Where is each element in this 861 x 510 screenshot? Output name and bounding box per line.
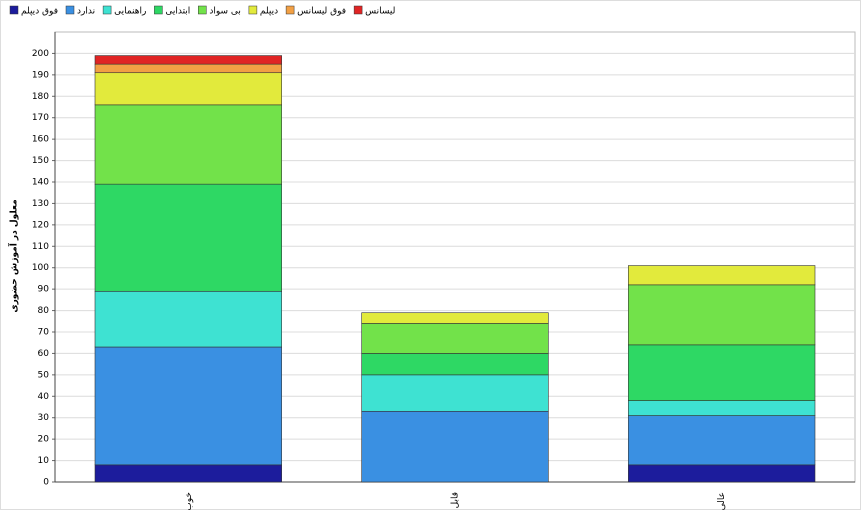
y-tick-label: 30 [38, 413, 50, 423]
x-tick-label: خوب [184, 492, 194, 510]
bar-segment [94, 55, 282, 65]
legend-label: ندارد [77, 7, 95, 17]
bar-segment [361, 374, 549, 412]
y-tick-label: 80 [38, 306, 50, 316]
legend-swatch [285, 5, 295, 15]
legend-swatch [102, 5, 112, 15]
y-axis-label: معلول در آموزش حضوری [8, 199, 20, 312]
bar-segment [94, 346, 282, 466]
y-tick-label: 60 [38, 349, 50, 359]
y-tick-label: 190 [32, 70, 49, 80]
bar-segment [628, 400, 816, 416]
y-tick-label: 100 [32, 263, 49, 273]
y-tick-label: 110 [32, 242, 49, 252]
legend-label: راهنمایی [114, 7, 146, 17]
legend-label: دیپلم [260, 7, 278, 17]
y-tick-label: 160 [32, 135, 49, 145]
bar-segment [628, 265, 816, 286]
y-tick-label: 70 [38, 328, 50, 338]
y-tick-label: 90 [38, 285, 50, 295]
legend-label: فوق دیپلم [21, 7, 58, 17]
bar-segment [94, 72, 282, 106]
y-tick-label: 180 [32, 92, 49, 102]
legend-label: ابتدایی [165, 7, 190, 17]
y-tick-label: 130 [32, 199, 49, 209]
x-tick-label: قابل قبول [451, 492, 461, 510]
y-tick-label: 140 [32, 178, 49, 188]
y-tick-label: 0 [43, 478, 49, 488]
bar-segment [361, 353, 549, 376]
legend-swatch [65, 5, 75, 15]
bar-segment [361, 323, 549, 354]
legend-label: بی سواد [209, 7, 241, 17]
y-tick-label: 10 [38, 456, 50, 466]
legend-swatch [9, 5, 19, 15]
bar-segment [361, 312, 549, 324]
legend-swatch [248, 5, 258, 15]
bar-segment [628, 344, 816, 401]
legend-swatch [154, 5, 163, 15]
bar-segment [628, 464, 816, 483]
y-tick-label: 40 [38, 392, 50, 402]
bar-segment [94, 104, 282, 185]
y-tick-label: 50 [38, 370, 50, 380]
bar-segment [628, 415, 816, 466]
legend-label: فوق لیسانس [297, 7, 346, 17]
y-tick-label: 150 [32, 156, 49, 166]
y-tick-label: 200 [32, 49, 49, 59]
x-tick-label: عالی [717, 492, 727, 510]
bar-segment [94, 464, 282, 483]
bar-segment [94, 290, 282, 348]
legend-swatch [353, 5, 363, 15]
legend-swatch [198, 5, 207, 15]
y-tick-label: 20 [38, 435, 50, 445]
bar-segment [361, 410, 549, 483]
legend-label: لیسانس [365, 7, 395, 17]
y-tick-label: 120 [32, 220, 49, 230]
bar-segment [94, 63, 282, 74]
y-tick-label: 170 [32, 113, 49, 123]
bar-segment [94, 183, 282, 292]
bar-segment [628, 284, 816, 346]
